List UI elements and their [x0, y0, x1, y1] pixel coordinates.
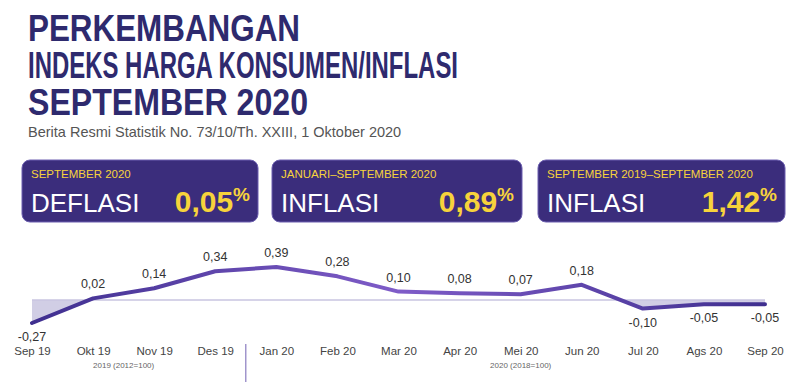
data-label: -0,27	[18, 330, 47, 344]
title: SEPTEMBER 2020	[28, 82, 308, 123]
data-label: 0,07	[508, 273, 532, 287]
x-tick-label: Mar 20	[381, 345, 417, 357]
highlight-period: SEPTEMBER 2019–SEPTEMBER 2020	[547, 168, 753, 180]
x-tick-label: Jun 20	[565, 345, 600, 357]
x-axis-line	[33, 343, 766, 344]
highlight-label: INFLASI	[547, 188, 645, 218]
highlight-unit: %	[233, 184, 250, 205]
highlight-number: 0,05	[175, 185, 233, 218]
subtitle: Berita Resmi Statistik No. 73/10/Th. XXI…	[28, 124, 401, 140]
data-label: 0,02	[81, 277, 105, 291]
x-tick: Ags 20	[687, 343, 723, 357]
highlight: JANUARI–SEPTEMBER 2020 INFLASI 0,89%	[272, 160, 522, 222]
data-label: 0,39	[264, 246, 288, 260]
x-tick: Mar 20	[381, 343, 417, 357]
x-tick-label: Mei 20	[504, 345, 539, 357]
x-tick-label: Feb 20	[320, 345, 356, 357]
x-group-separator	[245, 344, 246, 382]
data-label: 0,18	[570, 264, 594, 278]
highlight-value: 0,89%	[439, 184, 514, 218]
highlight-value: 1,42%	[702, 184, 777, 218]
x-tick-label: Sep 20	[747, 345, 783, 357]
x-tick-label: Okt 19	[77, 345, 111, 357]
highlight-box	[538, 160, 785, 222]
highlight-number: 0,89	[439, 185, 497, 218]
highlight-box	[22, 160, 258, 222]
x-group-label: 2020 (2018=100)	[490, 361, 552, 370]
title: INDEKS HARGA KONSUMEN/INFLASI	[28, 45, 458, 86]
x-tick-label: Jan 20	[260, 345, 295, 357]
data-label: -0,05	[690, 311, 719, 325]
chart-root: PERKEMBANGANINDEKS HARGA KONSUMEN/INFLAS…	[0, 0, 800, 386]
data-label: 0,10	[386, 271, 410, 285]
highlight-unit: %	[497, 184, 514, 205]
x-tick-label: Apr 20	[443, 345, 477, 357]
highlight-label: DEFLASI	[31, 188, 139, 218]
x-tick-label: Sep 19	[14, 345, 50, 357]
x-tick: Sep 19	[14, 343, 50, 357]
x-tick-label: Jul 20	[628, 345, 659, 357]
data-label: 0,28	[325, 255, 349, 269]
data-label: 0,14	[142, 267, 166, 281]
highlight-number: 1,42	[702, 185, 760, 218]
x-tick-label: Des 19	[198, 345, 234, 357]
x-group-label: 2019 (2012=100)	[93, 361, 155, 370]
data-label: 0,34	[203, 250, 227, 264]
highlight-value: 0,05%	[175, 184, 250, 218]
highlight: SEPTEMBER 2019–SEPTEMBER 2020 INFLASI 1,42…	[538, 160, 785, 222]
x-tick: Mei 20	[504, 343, 539, 357]
x-tick: Okt 19	[77, 343, 111, 357]
highlight-period: JANUARI–SEPTEMBER 2020	[281, 168, 436, 180]
x-tick: Apr 20	[443, 343, 477, 357]
highlight-unit: %	[760, 184, 777, 205]
x-tick: Feb 20	[320, 343, 356, 357]
x-tick: Sep 20	[747, 343, 783, 357]
highlight-period: SEPTEMBER 2020	[31, 168, 131, 180]
x-tick: Jan 20	[260, 343, 295, 357]
zero-line	[32, 299, 765, 301]
data-label: -0,10	[629, 316, 658, 330]
x-tick: Nov 19	[136, 343, 172, 357]
data-labels: -0,27 0,02 0,14 0,34 0,39 0,28 0,10 0,08 0,07 0,1…	[18, 246, 780, 344]
x-axis: Sep 19 Okt 19 Nov 19 Des 19 Jan 20 Feb 20 Mar …	[14, 343, 783, 357]
title: PERKEMBANGAN	[28, 8, 300, 49]
highlight-box	[272, 160, 522, 222]
x-tick-label: Ags 20	[687, 345, 723, 357]
data-label: 0,08	[447, 272, 471, 286]
x-tick: Des 19	[198, 343, 234, 357]
x-tick: Jul 20	[628, 343, 659, 357]
x-tick: Jun 20	[565, 343, 600, 357]
highlight: SEPTEMBER 2020 DEFLASI 0,05%	[22, 160, 258, 222]
x-tick-label: Nov 19	[136, 345, 172, 357]
data-label: -0,05	[751, 311, 780, 325]
highlight-label: INFLASI	[281, 188, 379, 218]
